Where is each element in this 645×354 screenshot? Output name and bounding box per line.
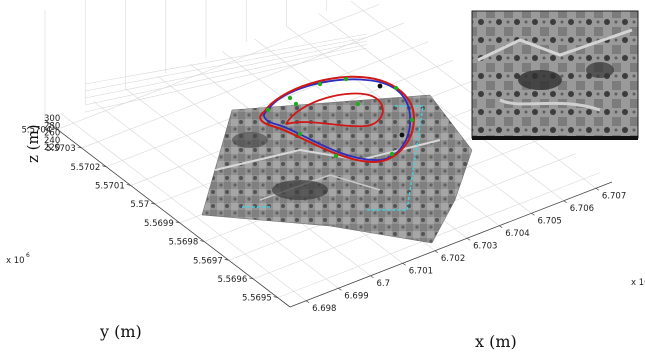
x-tick-mark <box>563 200 567 204</box>
y-tick-label: 5.5699 <box>144 219 174 229</box>
x-tick-mark <box>434 250 439 254</box>
y-tick-label: 5.5704 <box>22 125 52 135</box>
x-tick-label: 6.706 <box>570 204 594 214</box>
x-tick-label: 6.703 <box>473 241 497 251</box>
x-tick-mark <box>466 237 471 241</box>
grid-line <box>84 40 368 99</box>
camera-inset <box>471 10 639 140</box>
y-multiplier: x 10 <box>6 256 25 266</box>
y-tick-mark <box>151 202 156 205</box>
waypoint-marker <box>343 76 349 82</box>
endpoint-marker <box>399 132 405 138</box>
terrain-surface <box>201 94 473 244</box>
y-axis-ticks: 5.5695 5.5696 5.5697 5.5698 5.5699 5.57 5.5701… <box>22 125 278 304</box>
y-tick-mark <box>77 146 82 149</box>
grid-line <box>106 41 429 168</box>
y-tick-label: 5.5698 <box>169 238 199 248</box>
waypoint-marker <box>393 85 399 91</box>
waypoint-marker <box>297 131 303 137</box>
trajectory-line-red-2 <box>285 92 384 128</box>
x-tick-mark <box>531 212 535 216</box>
y-tick-mark <box>224 258 229 261</box>
y-tick-label: 5.5695 <box>242 294 272 304</box>
trajectory-line-red <box>259 75 416 164</box>
z-tick-label: 220 <box>44 143 60 153</box>
x-tick-label: 6.699 <box>344 291 368 301</box>
y-axis-label: y (m) <box>99 322 142 341</box>
grid-line <box>81 22 404 149</box>
grid-line <box>60 113 307 301</box>
x-tick-label: 6.705 <box>538 216 562 226</box>
y-tick-label: 5.5696 <box>218 275 248 285</box>
grid-line <box>84 44 368 106</box>
x-tick-label: 6.704 <box>505 229 529 239</box>
grid-line <box>57 4 380 130</box>
y-tick-mark <box>175 221 180 224</box>
y-tick-mark <box>273 296 278 298</box>
waypoint-marker <box>333 153 339 159</box>
x-tick-mark <box>338 287 342 291</box>
x-tick-mark <box>305 300 310 304</box>
endpoint-marker <box>377 83 383 89</box>
y-axis-line <box>44 119 291 308</box>
y-tick-label: 5.5697 <box>193 256 223 266</box>
x-axis-label: x (m) <box>475 332 517 351</box>
x-tick-mark <box>370 275 374 279</box>
z-tick-label: 300 <box>44 114 60 124</box>
x-multiplier: x 10 <box>631 278 645 288</box>
z-axis-label: z (m) <box>24 124 42 163</box>
x-tick-mark <box>499 225 503 229</box>
x-tick-label: 6.707 <box>602 191 626 201</box>
x-tick-mark <box>595 187 600 191</box>
grid-line <box>84 47 368 113</box>
boundary-line <box>365 105 424 211</box>
y-tick-label: 5.57 <box>130 200 149 210</box>
waypoint-marker <box>293 101 299 107</box>
z-tick-label: 280 <box>44 121 60 131</box>
trajectory-line-blue <box>263 78 411 161</box>
waypoint-marker <box>409 117 415 123</box>
grid-line <box>277 172 600 298</box>
y-tick-mark <box>102 165 107 168</box>
waypoint-markers <box>265 76 415 159</box>
y-tick-label: 5.5703 <box>46 144 76 154</box>
y-tick-mark <box>53 128 58 130</box>
y-tick-mark <box>126 184 131 186</box>
x-axis-line <box>289 181 613 308</box>
waypoint-marker <box>317 81 323 87</box>
y-tick-label: 5.5701 <box>95 181 125 191</box>
x-tick-label: 6.7 <box>377 279 391 289</box>
z-tick-label: 240 <box>44 136 60 146</box>
z-tick-label: 260 <box>44 129 60 139</box>
x-axis-ticks: 6.698 6.699 6.7 6.701 6.702 6.703 6.704 6.705 6.… <box>305 187 626 314</box>
waypoint-marker <box>287 95 293 101</box>
grid-line <box>84 33 368 85</box>
grid-line <box>84 37 368 92</box>
waypoint-marker <box>265 107 271 113</box>
y-tick-mark <box>200 240 205 242</box>
x-tick-label: 6.701 <box>409 266 433 276</box>
x-tick-mark <box>402 262 406 266</box>
waypoint-marker <box>355 101 361 107</box>
waypoint-marker <box>389 151 395 157</box>
x-tick-label: 6.698 <box>312 304 336 314</box>
y-tick-mark <box>249 277 254 280</box>
grid-line <box>318 13 564 201</box>
x-tick-label: 6.702 <box>441 254 465 264</box>
y-multiplier-exponent: 6 <box>26 252 30 259</box>
y-tick-label: 5.5702 <box>71 163 101 173</box>
